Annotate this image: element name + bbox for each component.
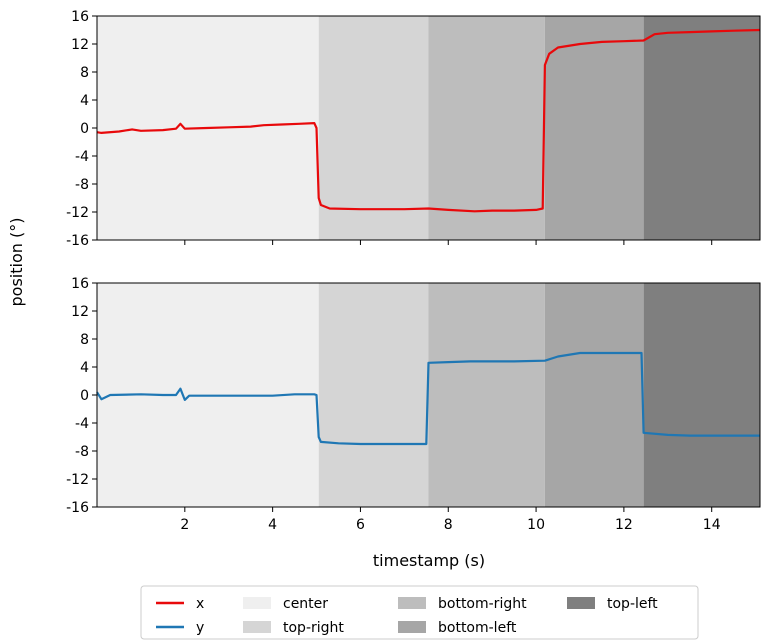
region-bottom-right [428,16,545,240]
x-tick-label: 4 [268,517,277,533]
region-bottom-left [544,283,644,507]
legend-frame [140,585,699,640]
legend-label-bottom-right: bottom-right [438,596,527,612]
y-tick-label: -8 [75,177,89,193]
legend-label-top-left: top-left [607,596,658,612]
x-axis-label: timestamp (s) [373,551,485,570]
legend-marker-center [243,597,271,609]
region-top-left [643,16,760,240]
y-tick-label: -16 [66,233,89,249]
y-tick-label: 16 [71,276,89,292]
panel-1: -16 -12 -8 -4 0 4 8 12 16 [66,9,761,249]
region-bottom-right [428,283,545,507]
legend-marker-bottom-left [398,621,426,633]
x-tick-label: 12 [615,517,633,533]
x-tick-label: 14 [703,517,721,533]
series-line-x [96,28,761,213]
y-tick-label: -12 [66,472,89,488]
y-tick-label: -4 [75,416,89,432]
y-axis-label: position (°) [7,218,26,307]
y-tick-label: 8 [80,65,89,81]
legend-marker-bottom-right [398,597,426,609]
legend: xy center top-right bottom-right bottom-left… [140,585,699,640]
region-top-left [643,283,760,507]
legend-label-top-right: top-right [283,620,344,636]
legend-label-y: y [196,620,204,636]
y-tick-label: 16 [71,9,89,25]
x-tick-label: 6 [356,517,365,533]
y-tick-label: 8 [80,332,89,348]
y-tick-label: -12 [66,205,89,221]
legend-marker-top-left [567,597,595,609]
y-tick-label: 4 [80,93,89,109]
x-tick-label: 10 [527,517,545,533]
legend-label-x: x [196,596,204,612]
legend-label-bottom-left: bottom-left [438,620,517,636]
legend-marker-top-right [243,621,271,633]
legend-label-center: center [283,596,328,612]
region-top-right [318,283,429,507]
series-line-y [96,351,760,446]
y-tick-label: 12 [71,304,89,320]
y-tick-label: 0 [80,121,89,137]
region-bottom-left [544,16,644,240]
y-tick-label: -16 [66,500,89,516]
y-tick-label: -8 [75,444,89,460]
region-top-right [318,16,429,240]
x-tick-label: 2 [180,517,189,533]
y-tick-label: 0 [80,388,89,404]
y-tick-label: 4 [80,360,89,376]
panel-2: -16 -12 -8 -4 0 4 8 12 16 2 4 6 8 10 12 14 [66,276,761,533]
y-tick-label: -4 [75,149,89,165]
y-tick-label: 12 [71,37,89,53]
x-tick-label: 8 [444,517,453,533]
